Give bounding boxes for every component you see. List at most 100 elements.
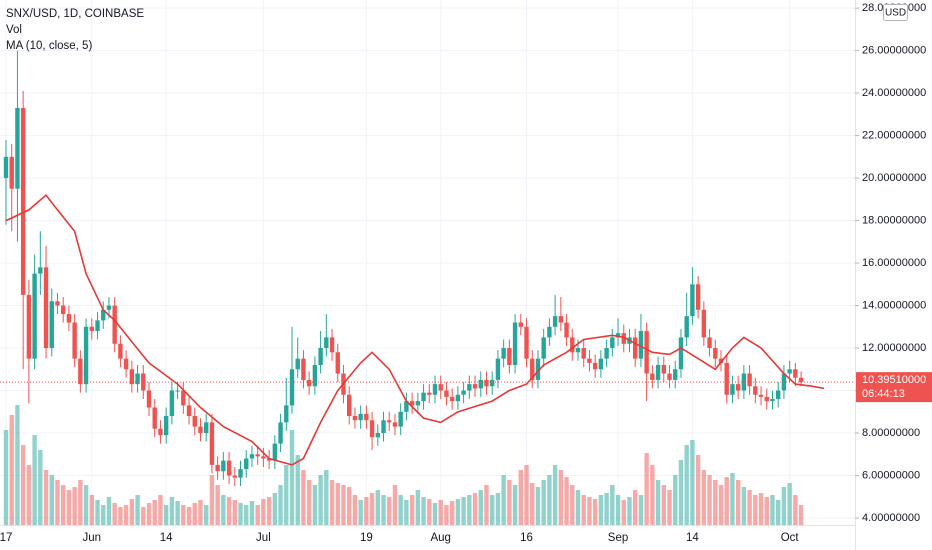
candle-body bbox=[581, 348, 586, 359]
y-tick-label: 14.00000000 bbox=[862, 299, 926, 311]
candle-body bbox=[518, 322, 523, 327]
ma-legend: MA (10, close, 5) bbox=[6, 40, 92, 52]
candle-body bbox=[123, 358, 129, 370]
candle-body bbox=[43, 267, 49, 349]
candle-body bbox=[621, 333, 626, 344]
volume-bar bbox=[43, 470, 49, 525]
volume-bar bbox=[633, 490, 638, 525]
candle-body bbox=[455, 394, 461, 402]
y-tick-label: 24.00000000 bbox=[862, 87, 926, 99]
volume-bar bbox=[26, 465, 32, 525]
x-tick-label: 14 bbox=[686, 532, 699, 544]
volume-bar bbox=[524, 465, 529, 525]
volume-bar bbox=[718, 485, 724, 525]
volume-bar bbox=[347, 487, 352, 525]
candle-body bbox=[20, 107, 26, 295]
volume-bar bbox=[289, 430, 295, 525]
candle-body bbox=[770, 399, 775, 402]
y-tick-label: 16.00000000 bbox=[862, 257, 926, 269]
candle-body bbox=[673, 369, 678, 380]
volume-bar bbox=[329, 480, 335, 525]
volume-bar bbox=[472, 493, 478, 525]
candle-body bbox=[787, 369, 792, 374]
volume-bar bbox=[375, 490, 380, 525]
volume-bar bbox=[512, 485, 518, 525]
volume-bar bbox=[449, 501, 455, 525]
volume-bar bbox=[364, 497, 369, 525]
volume-bar bbox=[66, 490, 72, 525]
volume-bar bbox=[112, 503, 117, 525]
candle-body bbox=[592, 362, 598, 370]
candle-body bbox=[335, 352, 340, 374]
volume-bar bbox=[753, 495, 758, 525]
volume-bar bbox=[678, 460, 684, 525]
candle-body bbox=[295, 358, 300, 370]
candle-body bbox=[587, 358, 592, 363]
volume-bar bbox=[409, 495, 415, 525]
volume-bar bbox=[152, 500, 157, 525]
candle-body bbox=[101, 309, 106, 321]
volume-bar bbox=[146, 503, 152, 525]
candle-body bbox=[707, 337, 712, 349]
volume-bar bbox=[181, 505, 186, 525]
volume-bar bbox=[369, 493, 375, 525]
candle-body bbox=[192, 416, 197, 427]
candle-body bbox=[392, 422, 398, 427]
volume-bar bbox=[232, 500, 237, 525]
candle-body bbox=[793, 369, 798, 378]
candle-body bbox=[215, 464, 220, 472]
volume-bar bbox=[95, 500, 100, 525]
volume-bar bbox=[461, 497, 466, 525]
volume-bar bbox=[32, 435, 37, 525]
volume-bar bbox=[598, 495, 604, 525]
volume-bar bbox=[690, 440, 695, 525]
volume-bar bbox=[381, 495, 386, 525]
candle-body bbox=[318, 348, 323, 366]
candle-body bbox=[306, 379, 312, 387]
candle-body bbox=[655, 365, 661, 380]
candle-body bbox=[358, 413, 363, 421]
volume-bar bbox=[432, 503, 438, 525]
currency-label[interactable]: USD bbox=[885, 8, 906, 19]
currency-badge[interactable] bbox=[883, 4, 908, 21]
candle-body bbox=[15, 107, 20, 189]
candle-body bbox=[232, 475, 237, 478]
candle-body bbox=[798, 377, 804, 383]
volume-bar bbox=[215, 485, 220, 525]
candle-body bbox=[730, 384, 735, 395]
candle-body bbox=[638, 331, 644, 359]
candle-body bbox=[83, 326, 89, 385]
candle-body bbox=[449, 396, 455, 402]
volume-bar bbox=[55, 480, 60, 525]
volume-bar bbox=[758, 493, 764, 525]
candle-body bbox=[175, 390, 180, 392]
volume-bar bbox=[415, 490, 421, 525]
candle-body bbox=[444, 390, 449, 397]
volume-bar bbox=[621, 500, 626, 525]
volume-bar bbox=[278, 485, 283, 525]
candle-body bbox=[272, 443, 278, 461]
volume-bar bbox=[341, 485, 346, 525]
volume-bar bbox=[123, 505, 129, 525]
candle-body bbox=[352, 416, 358, 421]
volume-bar bbox=[741, 487, 747, 525]
x-tick-label: Jul bbox=[256, 532, 271, 544]
volume-bar bbox=[610, 485, 615, 525]
volume-bar bbox=[169, 497, 175, 525]
candle-body bbox=[735, 384, 741, 391]
candle-body bbox=[724, 362, 729, 395]
y-tick-label: 12.00000000 bbox=[862, 342, 926, 354]
volume-bar bbox=[324, 470, 329, 525]
candle-body bbox=[524, 326, 529, 359]
volume-bar bbox=[518, 470, 523, 525]
candle-body bbox=[375, 433, 380, 438]
volume-bar bbox=[730, 473, 735, 525]
candle-body bbox=[427, 392, 432, 395]
candle-body bbox=[695, 284, 701, 310]
candle-body bbox=[204, 422, 209, 434]
candle-body bbox=[535, 358, 541, 380]
candle-body bbox=[558, 316, 564, 323]
candle-body bbox=[312, 365, 318, 387]
